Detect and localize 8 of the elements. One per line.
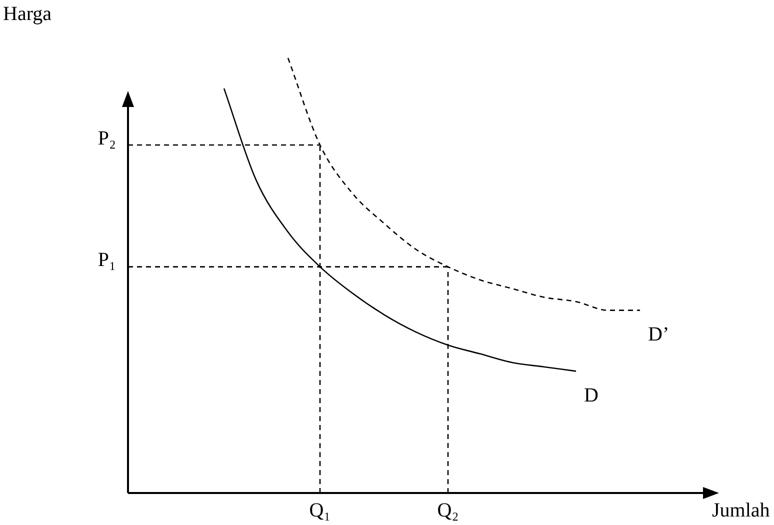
y-axis-title: Harga — [3, 2, 52, 25]
x-tick-label: Q₁ — [309, 499, 331, 522]
x-axis-title: Jumlah — [712, 499, 770, 522]
legend-label: P₂ — [98, 127, 116, 150]
series-label: D — [584, 384, 598, 406]
series-label: D’ — [648, 324, 670, 346]
x-tick-label: Q₂ — [437, 499, 459, 522]
series-label: P₁ — [98, 249, 116, 272]
